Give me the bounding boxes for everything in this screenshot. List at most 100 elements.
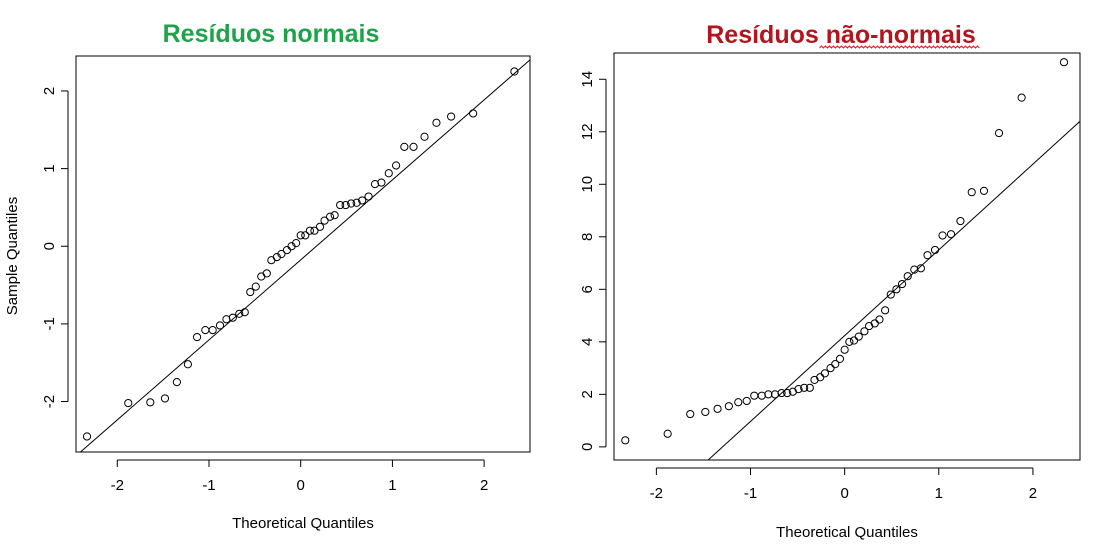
data-point xyxy=(663,429,672,438)
chart-title: Resíduos normais xyxy=(163,20,380,48)
chart-title: Resíduos não-normais xyxy=(706,21,976,49)
data-point xyxy=(724,402,733,411)
data-point xyxy=(296,231,305,240)
data-point xyxy=(805,383,814,392)
y-tick-label: 2 xyxy=(41,87,58,95)
data-point xyxy=(820,369,829,378)
y-tick-label: 0 xyxy=(41,242,58,250)
x-tick-label: 1 xyxy=(935,485,943,502)
data-point xyxy=(979,186,989,195)
data-point xyxy=(938,231,947,240)
data-point xyxy=(777,388,786,398)
y-tick-label: 1 xyxy=(41,164,58,172)
data-point xyxy=(994,128,1004,138)
data-point xyxy=(352,198,361,207)
y-tick-label: 10 xyxy=(579,176,596,193)
data-point xyxy=(886,290,895,299)
x-axis-label: Theoretical Quantiles xyxy=(232,515,374,532)
y-tick-label: 0 xyxy=(579,443,596,451)
data-point xyxy=(267,256,276,265)
data-point xyxy=(82,432,92,441)
x-tick-label: 2 xyxy=(1029,485,1037,502)
data-point xyxy=(469,109,478,118)
y-tick-label: -2 xyxy=(41,395,58,408)
data-point xyxy=(849,336,859,345)
plot-frame xyxy=(613,52,1081,461)
data-point xyxy=(875,315,884,324)
data-point xyxy=(240,308,249,317)
x-tick-label: 2 xyxy=(480,477,488,494)
data-point xyxy=(794,385,803,394)
data-point xyxy=(315,222,325,231)
data-point xyxy=(347,199,356,208)
data-point xyxy=(903,272,912,281)
data-point xyxy=(262,269,271,278)
data-point xyxy=(282,246,292,255)
data-point xyxy=(341,200,350,210)
y-tick-label: 6 xyxy=(579,285,596,293)
data-point xyxy=(228,313,237,322)
data-point xyxy=(447,112,456,121)
data-point xyxy=(420,132,429,141)
data-point xyxy=(764,390,773,399)
data-point xyxy=(251,282,260,291)
data-point xyxy=(172,378,181,387)
x-tick-label: -2 xyxy=(111,477,124,494)
data-point xyxy=(835,354,845,364)
data-point xyxy=(320,216,329,225)
data-point xyxy=(215,321,225,330)
data-point xyxy=(783,388,792,398)
data-point xyxy=(831,360,840,369)
y-tick-label: 14 xyxy=(579,71,596,88)
data-point xyxy=(277,249,286,259)
data-point xyxy=(146,398,155,407)
data-point xyxy=(510,67,519,76)
y-axis-label: Sample Quantiles xyxy=(4,197,21,315)
data-point xyxy=(946,230,956,239)
data-point xyxy=(1059,58,1069,67)
data-point xyxy=(292,239,301,248)
data-point xyxy=(916,264,926,273)
data-point xyxy=(757,391,766,400)
data-point xyxy=(897,279,907,289)
data-point xyxy=(845,337,854,346)
data-point xyxy=(358,196,367,205)
data-point xyxy=(377,178,386,187)
data-point xyxy=(183,360,192,369)
data-point xyxy=(621,436,630,445)
x-tick-label: -1 xyxy=(744,485,757,502)
data-point xyxy=(364,192,373,201)
data-point xyxy=(305,226,314,235)
qq-reference-line xyxy=(707,120,1080,460)
data-point xyxy=(330,211,339,220)
data-point xyxy=(923,251,932,260)
data-point xyxy=(124,398,133,408)
data-point xyxy=(301,231,310,240)
x-axis-label: Theoretical Quantiles xyxy=(776,524,918,541)
x-tick-label: -2 xyxy=(650,485,663,502)
qq-reference-line xyxy=(79,59,530,452)
data-point xyxy=(192,332,202,342)
data-point xyxy=(840,345,849,354)
data-point xyxy=(336,200,345,210)
data-point xyxy=(1017,93,1026,102)
data-point xyxy=(826,363,835,373)
data-point xyxy=(956,216,965,226)
data-point xyxy=(854,332,863,341)
data-point xyxy=(734,398,743,407)
data-point xyxy=(370,180,380,189)
data-point xyxy=(257,272,266,281)
y-tick-label: 8 xyxy=(579,233,596,241)
data-point xyxy=(860,327,869,336)
data-point xyxy=(432,118,441,127)
x-tick-label: -1 xyxy=(202,477,215,494)
data-point xyxy=(160,394,170,403)
data-point xyxy=(930,245,940,255)
data-point xyxy=(686,409,695,419)
x-tick-label: 0 xyxy=(297,477,305,494)
spellcheck-underline xyxy=(819,45,980,49)
chart-panel-1: Resíduos normais -2 -1 0 1 2 -2 -1 0 1 2 Theoretica… xyxy=(4,20,531,532)
data-point xyxy=(742,396,751,406)
data-point xyxy=(208,325,217,335)
